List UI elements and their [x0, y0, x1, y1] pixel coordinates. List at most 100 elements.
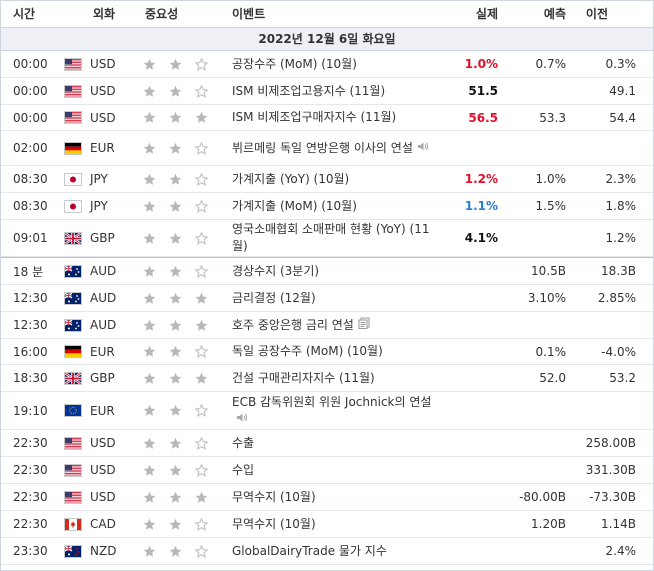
event-label[interactable]: 뷔르메링 독일 연방은행 이사의 연설 [232, 140, 413, 155]
header-time[interactable]: 시간 [13, 7, 36, 21]
star-empty-icon [194, 140, 215, 155]
event-name[interactable]: 금리결정 (12월) [232, 290, 436, 307]
event-name[interactable]: 독일 공장수주 (MoM) (10월) [232, 343, 436, 360]
table-row[interactable]: 18:30 GBP 건설 구매관리자지수 (11월) 52.0 53.2 [1, 365, 653, 392]
us-flag-icon [64, 436, 82, 450]
previous-value: 53.2 [609, 371, 636, 385]
currency-cell: JPY [59, 199, 141, 213]
currency-code: USD [90, 110, 116, 125]
star-filled-icon [143, 111, 163, 124]
event-name[interactable]: 경상수지 (3분기) [232, 263, 436, 280]
header-currency[interactable]: 외화 [93, 7, 116, 21]
header-importance[interactable]: 중요성 [145, 7, 179, 21]
currency-code: EUR [90, 141, 115, 155]
table-row[interactable]: 19:10 EUR ECB 감독위원회 위원 Jochnick의 연설 [1, 392, 653, 430]
event-label[interactable]: 경상수지 (3분기) [232, 263, 320, 278]
event-label[interactable]: ISM 비제조업구매자지수 (11월) [232, 110, 397, 124]
event-label[interactable]: 가계지출 (YoY) (10월) [232, 171, 350, 186]
header-previous[interactable]: 이전 [585, 7, 608, 21]
au-flag-icon [64, 264, 82, 278]
table-row[interactable]: 08:30 JPY 가계지출 (MoM) (10월) 1.1% 1.5% 1.8% [1, 193, 653, 220]
eu-flag-icon [64, 404, 82, 417]
table-row[interactable]: 08:30 JPY 가계지출 (YoY) (10월) 1.2% 1.0% 2.3% [1, 166, 653, 193]
header-event[interactable]: 이벤트 [232, 7, 266, 21]
currency-code: JPY [90, 199, 108, 213]
event-name[interactable]: 공장수주 (MoM) (10월) [232, 56, 436, 73]
event-name[interactable]: 수출 [232, 435, 436, 452]
event-name[interactable]: ISM 비제조업고용지수 (11월) [232, 83, 436, 100]
star-filled-icon [143, 200, 163, 213]
table-row[interactable]: 16:00 EUR 독일 공장수주 (MoM) (10월) 0.1% -4.0% [1, 339, 653, 365]
document-icon[interactable] [358, 317, 370, 334]
table-row[interactable]: 22:30 USD 무역수지 (10월) -80.00B -73.30B [1, 484, 653, 511]
event-name[interactable]: 수입 [232, 462, 436, 479]
event-name[interactable]: 무역수지 (10월) [232, 489, 436, 506]
event-name[interactable]: 호주 중앙은행 금리 연설 [232, 317, 436, 334]
event-name[interactable]: 건설 구매관리자지수 (11월) [232, 370, 436, 387]
table-row[interactable]: 22:30 CAD 무역수지 (10월) 1.20B 1.14B [1, 511, 653, 538]
event-time: 16:00 [13, 344, 48, 359]
table-row[interactable]: 00:00 USD ISM 비제조업고용지수 (11월) 51.5 49.1 [1, 78, 653, 105]
event-label[interactable]: 영국소매협회 소매판매 현황 (YoY) (11월) [232, 222, 430, 253]
star-filled-icon [169, 437, 189, 450]
event-name[interactable]: GlobalDairyTrade 물가 지수 [232, 543, 436, 560]
currency-cell: GBP [59, 371, 141, 385]
event-name[interactable]: 가계지출 (MoM) (10월) [232, 198, 436, 215]
event-label[interactable]: 건설 구매관리자지수 (11월) [232, 370, 375, 385]
event-time: 23:30 [13, 544, 48, 558]
event-label[interactable]: 수입 [232, 462, 255, 477]
table-row[interactable]: 23:30 NZD GlobalDairyTrade 물가 지수 2.4% [1, 538, 653, 565]
header-actual[interactable]: 실제 [475, 7, 498, 21]
us-flag-icon [64, 84, 82, 98]
event-label[interactable]: 무역수지 (10월) [232, 516, 316, 531]
previous-value: 18.3B [601, 264, 636, 278]
event-label[interactable]: 독일 공장수주 (MoM) (10월) [232, 344, 383, 358]
event-label[interactable]: ISM 비제조업고용지수 (11월) [232, 83, 386, 98]
event-label[interactable]: 공장수주 (MoM) (10월) [232, 56, 357, 71]
event-name[interactable]: 가계지출 (YoY) (10월) [232, 171, 436, 188]
star-filled-icon [169, 404, 189, 417]
importance-rating [141, 372, 232, 385]
currency-cell: USD [59, 490, 141, 504]
table-row[interactable]: 22:30 USD 수출 258.00B [1, 430, 653, 457]
star-empty-icon [194, 263, 215, 278]
currency-cell: CAD [59, 517, 141, 531]
speaker-icon[interactable] [236, 411, 248, 428]
forecast-value: 0.1% [535, 344, 567, 359]
currency-code: USD [90, 490, 116, 504]
table-row[interactable]: 18 분 AUD 경상수지 (3분기) 10.5B 18.3B [1, 257, 653, 285]
event-name[interactable]: ECB 감독위원회 위원 Jochnick의 연설 [232, 394, 436, 428]
currency-cell: USD [59, 463, 141, 477]
table-row[interactable]: 09:01 GBP 영국소매협회 소매판매 현황 (YoY) (11월) 4.1% 1.… [1, 220, 653, 257]
table-row[interactable]: 22:30 USD 수입 331.30B [1, 457, 653, 484]
event-time: 02:00 [13, 141, 48, 155]
event-time: 00:00 [13, 110, 48, 125]
speaker-icon[interactable] [417, 140, 429, 157]
star-filled-icon [143, 85, 163, 98]
event-label[interactable]: 가계지출 (MoM) (10월) [232, 198, 357, 213]
table-row[interactable]: 02:00 EUR 뷔르메링 독일 연방은행 이사의 연설 [1, 131, 653, 166]
table-row[interactable]: 12:30 AUD 호주 중앙은행 금리 연설 [1, 312, 653, 339]
event-label[interactable]: 수출 [232, 435, 255, 450]
star-filled-icon [169, 142, 189, 155]
event-label[interactable]: 호주 중앙은행 금리 연설 [232, 317, 354, 332]
star-filled-icon [143, 404, 163, 417]
event-label[interactable]: 무역수지 (10월) [232, 489, 316, 504]
event-label[interactable]: GlobalDairyTrade 물가 지수 [232, 543, 387, 558]
event-name[interactable]: ISM 비제조업구매자지수 (11월) [232, 109, 436, 126]
star-filled-icon [143, 265, 163, 278]
gb-flag-icon [64, 231, 82, 245]
event-label[interactable]: 금리결정 (12월) [232, 290, 316, 305]
table-row[interactable]: 00:00 USD ISM 비제조업구매자지수 (11월) 56.5 53.3 54.4 [1, 105, 653, 131]
event-label[interactable]: ECB 감독위원회 위원 Jochnick의 연설 [232, 394, 432, 409]
event-name[interactable]: 뷔르메링 독일 연방은행 이사의 연설 [232, 140, 436, 157]
header-forecast[interactable]: 예측 [543, 7, 566, 21]
star-filled-icon [169, 491, 189, 504]
forecast-value: -80.00B [519, 490, 566, 504]
importance-rating [141, 198, 232, 213]
actual-value: 1.0% [464, 57, 498, 71]
table-row[interactable]: 12:30 AUD 금리결정 (12월) 3.10% 2.85% [1, 285, 653, 312]
event-name[interactable]: 무역수지 (10월) [232, 516, 436, 533]
event-name[interactable]: 영국소매협회 소매판매 현황 (YoY) (11월) [232, 221, 436, 255]
table-row[interactable]: 00:00 USD 공장수주 (MoM) (10월) 1.0% 0.7% 0.3% [1, 51, 653, 78]
